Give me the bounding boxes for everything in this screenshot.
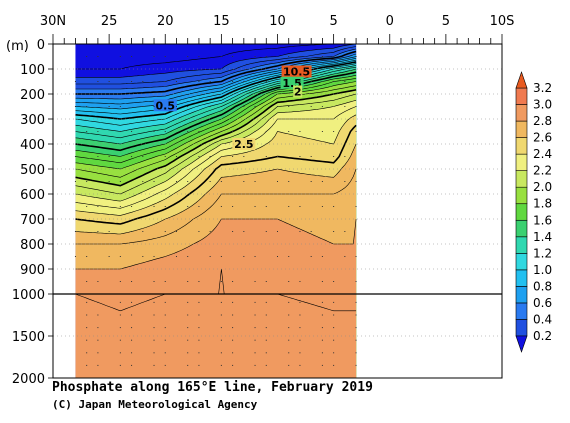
colorbar-segment-2.0 (515, 170, 528, 188)
y-tick-label-100: 100 (20, 63, 45, 78)
contour-1.8 (75, 81, 357, 170)
chart-credit: (C) Japan Meteorological Agency (52, 398, 258, 411)
colorbar-label-2.4: 2.4 (533, 147, 552, 161)
contour-2.2 (75, 100, 357, 202)
contour-2.1 (75, 93, 357, 195)
y-tick-label-300: 300 (20, 113, 45, 128)
contour-0.2 (75, 43, 357, 78)
colorbar-label-0.6: 0.6 (533, 296, 552, 310)
colorbar-segment-2.4 (515, 137, 528, 155)
colorbar-label-1.4: 1.4 (533, 230, 552, 244)
y-tick-label-1500: 1500 (12, 330, 45, 345)
contour-2.5 (75, 124, 357, 225)
y-axis-unit-label: (m) (6, 39, 29, 54)
contour-2.6 (75, 143, 357, 235)
x-tick-label-7: 5 (442, 14, 450, 29)
colorbar-segment-2.6 (515, 120, 528, 138)
colorbar-arrow-top (515, 71, 528, 89)
colorbar-label-1.2: 1.2 (533, 246, 552, 260)
colorbar-segment-1.8 (515, 186, 528, 205)
y-tick-label-900: 900 (20, 263, 45, 278)
x-tick-label-5: 5 (329, 14, 337, 29)
colorbar-label-2.0: 2.0 (533, 180, 552, 194)
contour-lines (75, 43, 357, 312)
colorbar-segment-3.0 (515, 87, 528, 105)
y-tick-label-600: 600 (20, 188, 45, 203)
band-2.8 (75, 219, 357, 378)
y-tick-label-700: 700 (20, 213, 45, 228)
contour-1.9 (75, 85, 357, 178)
y-tick-label-800: 800 (20, 238, 45, 253)
colorbar-segment-0.2 (515, 319, 528, 337)
contour-2.8 (75, 218, 357, 270)
colorbar-segment-0.8 (515, 269, 528, 287)
colorbar-label-2.2: 2.2 (533, 164, 552, 178)
contour-label-bg-3 (293, 85, 303, 98)
colorbar-segment-1.6 (515, 203, 528, 221)
contour-0.4 (75, 48, 357, 90)
colorbar-segment-0.4 (515, 302, 528, 320)
colorbar-label-3.0: 3.0 (533, 98, 552, 112)
colorbar-segment-1.2 (515, 236, 528, 254)
colorbar-label-1.8: 1.8 (533, 197, 552, 211)
contour-1.6 (75, 75, 357, 157)
x-tick-label-1: 25 (101, 14, 118, 29)
sample-dots (74, 56, 357, 366)
contour-1.5 (75, 71, 357, 152)
colorbar-label-0.8: 0.8 (533, 279, 552, 293)
y-tick-label-0: 0 (37, 38, 45, 53)
x-tick-label-6: 0 (386, 14, 394, 29)
contour-0.7 (75, 56, 357, 105)
colorbar-segment-2.8 (515, 104, 528, 122)
colorbar-label-3.2: 3.2 (533, 81, 552, 95)
colorbar-segment-0.6 (515, 286, 528, 304)
contour-label-bg-1 (281, 65, 312, 78)
colorbar-label-2.8: 2.8 (533, 114, 552, 128)
colorbar-arrow-bottom (515, 335, 528, 353)
colorbar-label-2.6: 2.6 (533, 131, 552, 145)
x-tick-label-8: 10S (490, 14, 515, 29)
y-tick-label-2000: 2000 (12, 372, 45, 387)
colorbar-label-1.6: 1.6 (533, 213, 552, 227)
y-tick-label-200: 200 (20, 88, 45, 103)
chart-title: Phosphate along 165°E line, February 201… (52, 380, 373, 395)
colorbar: 0.2 0.4 0.6 0.8 1.0 1.2 1.4 1.6 1.8 2.0 2.2 2.4 2.6 2… (515, 71, 552, 353)
y-axis: 0 100 200 300 400 500 600 700 800 900 1000 1500 2000 (12, 38, 53, 387)
colorbar-segment-2.2 (515, 153, 528, 171)
y-tick-label-500: 500 (20, 163, 45, 178)
colorbar-segment-1.0 (515, 253, 528, 271)
data-field (75, 44, 357, 379)
contour-label-4: 2.5 (234, 138, 254, 151)
colorbar-label-0.4: 0.4 (533, 312, 552, 326)
y-tick-label-400: 400 (20, 138, 45, 153)
contour-1.7 (75, 78, 357, 164)
x-tick-label-4: 10 (269, 14, 286, 29)
contour-2.4 (75, 114, 357, 216)
contour-label-bg-0 (153, 99, 177, 112)
colorbar-label-1.0: 1.0 (533, 263, 552, 277)
y-tick-label-1000: 1000 (12, 288, 45, 303)
contour-0.6 (75, 53, 357, 100)
contour-0.5 (75, 50, 357, 95)
colorbar-segment-1.4 (515, 219, 528, 238)
x-tick-label-3: 15 (213, 14, 230, 29)
contour-1.4 (75, 68, 357, 145)
contour-0.3 (75, 46, 357, 85)
x-tick-label-0: 30N (40, 14, 66, 29)
contour-2 (75, 89, 357, 187)
contour-0.1 (75, 43, 357, 70)
x-axis: 30N 25 20 15 10 5 0 5 10S (40, 14, 515, 44)
contour-label-3: 2 (294, 86, 302, 99)
contour-label-bg-4 (232, 138, 256, 150)
contour-label-0: 0.5 (156, 99, 176, 112)
x-tick-label-2: 20 (157, 14, 174, 29)
colorbar-label-0.2: 0.2 (533, 329, 552, 343)
